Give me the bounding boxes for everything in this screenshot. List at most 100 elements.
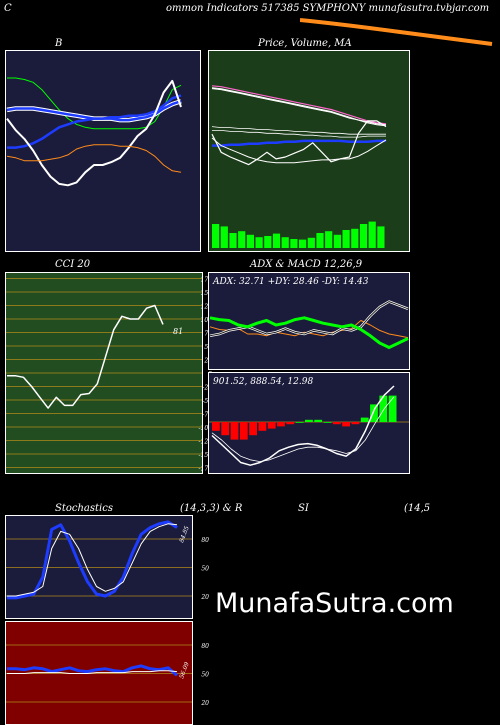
price-ma-title: Price, Volume, MA: [258, 38, 352, 49]
macd-histogram-bar: [277, 422, 285, 427]
volume-bar: [325, 231, 333, 248]
rsi-title: SI: [298, 503, 309, 514]
volume-bar: [333, 234, 341, 248]
macd-histogram-bar: [239, 422, 248, 440]
cci-tick-label: -50: [202, 398, 212, 405]
rsi-tick-label: 20: [200, 700, 209, 707]
rsi-tick-label: 80: [201, 643, 209, 650]
macd-histogram-bar: [230, 422, 239, 440]
cci-tick-label: -100: [199, 425, 213, 432]
macd-chart: 901.52, 888.54, 12.98: [208, 372, 410, 474]
volume-bar: [290, 239, 298, 248]
lower-band-line: [7, 94, 182, 149]
page-header: ommon Indicators 517385 SYMPHONY munafas…: [166, 3, 490, 14]
volume-bar: [246, 234, 254, 248]
macd-histogram-bar: [332, 422, 341, 425]
macd-histogram-bar: [342, 422, 350, 427]
adx-title: ADX & MACD 12,26,9: [250, 259, 363, 270]
macd-histogram-bar: [360, 417, 369, 422]
panel-background: [5, 515, 193, 619]
stoch-title: Stochastics: [55, 503, 113, 514]
cci-tick-label: -125: [199, 439, 213, 446]
volume-bar: [220, 226, 228, 248]
cci-title: CCI 20: [55, 259, 91, 270]
panel-background: [208, 50, 410, 252]
cci-tick-label: -75: [202, 412, 212, 419]
volume-bar: [212, 224, 220, 248]
macd-histogram-bar: [258, 422, 267, 431]
rsi-params: (14,5: [404, 503, 431, 514]
cci-tick-label: 175: [201, 277, 213, 284]
volume-bar: [359, 224, 368, 248]
cci-last-label: 81: [173, 327, 183, 336]
rsi-line: [7, 664, 178, 677]
rsi-signal-line: [7, 670, 178, 674]
cci-tick-label: 100: [201, 317, 213, 324]
stoch-tick-label: 80: [201, 537, 209, 544]
volume-bar: [255, 237, 263, 248]
volume-bar: [229, 233, 237, 248]
ma-line-5: [211, 137, 387, 164]
cci-tick-label: 125: [201, 304, 213, 311]
ma-line-4: [212, 139, 386, 147]
macd-histogram-bar: [370, 404, 378, 422]
lower-indicator-line: [6, 144, 182, 173]
macd-histogram-bar: [221, 422, 230, 436]
bollinger-title: B: [55, 38, 63, 49]
adx-values-label: ADX: 32.71 +DY: 28.46 -DY: 14.43: [212, 277, 369, 287]
panel-background: [5, 50, 201, 252]
watermark: MunafaSutra.com: [215, 588, 454, 619]
cci-line: [7, 304, 164, 409]
macd-histogram-bar: [305, 419, 313, 422]
volume-bar: [307, 237, 315, 248]
volume-bar: [342, 230, 350, 248]
cci-tick-label: 150: [201, 290, 213, 297]
volume-bar: [238, 231, 246, 248]
cci-tick-label: -25: [202, 385, 212, 392]
volume-bar: [299, 239, 307, 248]
ma-line-2: [211, 126, 386, 135]
plus-dy-inner: [209, 301, 409, 337]
macd-histogram-bar: [388, 395, 397, 422]
stoch-tick-label: 50: [201, 566, 209, 573]
adx-line: [209, 316, 409, 349]
macd-line: [211, 385, 395, 466]
macd-histogram-bar: [295, 422, 304, 423]
macd-histogram-bar: [351, 422, 360, 425]
panel-background: [208, 372, 410, 474]
bollinger-chart: [5, 50, 201, 252]
macd-histogram-bar: [267, 422, 276, 429]
macd-histogram-bar: [323, 422, 332, 423]
macd-histogram-bar: [212, 422, 220, 431]
left-marker: C: [4, 3, 12, 14]
rsi-tick-label: 50: [201, 672, 209, 679]
stoch-tick-label: 20: [200, 594, 209, 601]
ma-line-0: [211, 85, 387, 125]
macd-histogram-bar: [379, 395, 388, 422]
macd-histogram-bar: [249, 422, 257, 436]
macd-histogram-bar: [286, 422, 295, 425]
volume-bar: [377, 226, 385, 248]
adx-chart: ADX: 32.71 +DY: 28.46 -DY: 14.43: [208, 272, 410, 370]
stoch-params: (14,3,3) & R: [180, 503, 243, 514]
cci-tick-label: -175: [199, 466, 213, 473]
volume-bar: [368, 221, 376, 248]
signal-line: [211, 396, 395, 462]
cci-chart: 1751501251007550250-25-50-75-100-125-150…: [5, 272, 213, 474]
ma-line-6: [211, 120, 387, 166]
volume-bar: [272, 233, 281, 248]
upper-band-line: [7, 77, 182, 130]
price-ma-chart: [208, 50, 410, 252]
stoch-d-line: [7, 523, 178, 597]
volume-bar: [264, 236, 272, 248]
cci-tick-label: -150: [199, 452, 213, 459]
volume-bar: [316, 233, 324, 248]
price-line: [6, 79, 182, 187]
header-price-streak: [300, 18, 493, 46]
ma-line-1: [211, 88, 387, 126]
macd-histogram-bar: [314, 419, 323, 422]
volume-bar: [351, 228, 359, 248]
volume-bar: [281, 237, 289, 248]
